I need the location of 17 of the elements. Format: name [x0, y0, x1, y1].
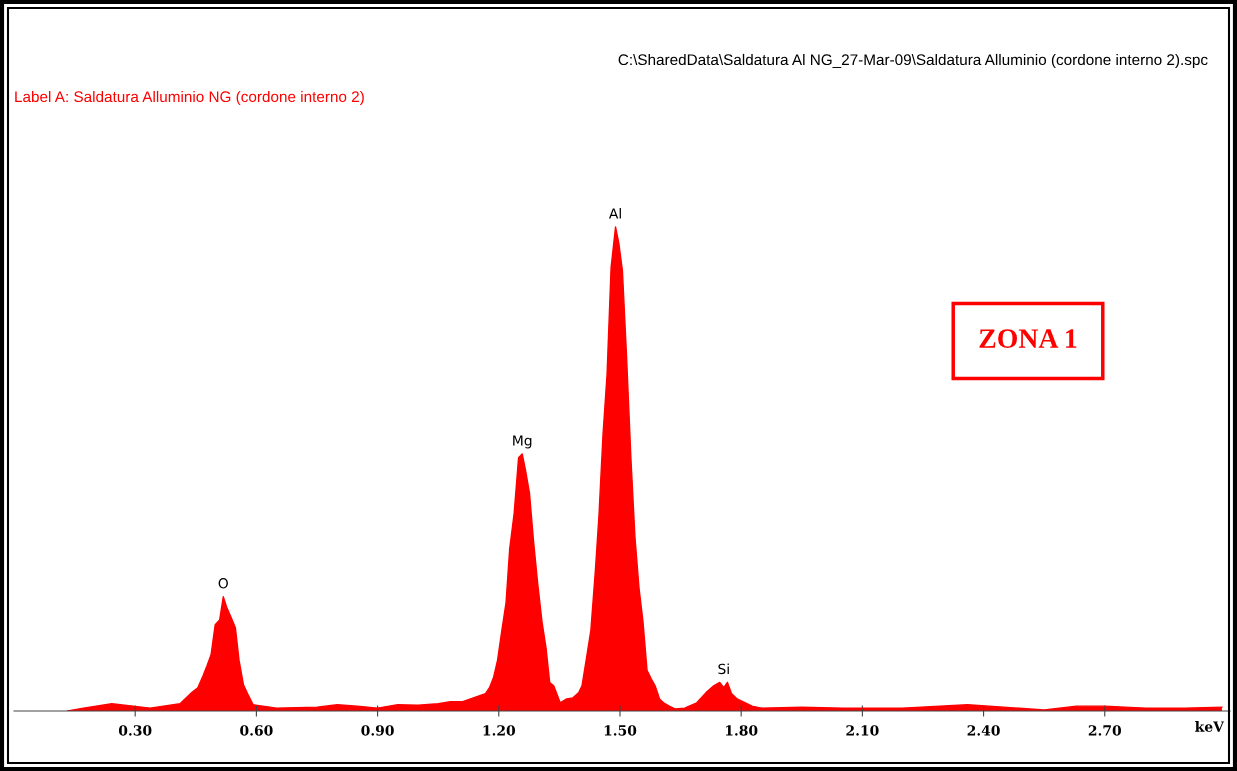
- annotation: Mg: [513, 435, 532, 449]
- x-tick-label: 1.20: [483, 725, 516, 736]
- annotation: Al: [608, 207, 621, 219]
- x-tick-label: 2.70: [1088, 725, 1122, 736]
- x-tick-label: 1.50: [604, 725, 637, 736]
- x-tick-label: 0.60: [240, 725, 273, 736]
- x-tick-label: 2.40: [967, 725, 1000, 736]
- x-tick-label: 2.10: [846, 725, 879, 736]
- x-tick-label: 0.30: [118, 725, 152, 736]
- chart-title: Label A: Saldatura Alluminio NG (cordone interno 2): [15, 90, 364, 106]
- annotation: O: [218, 578, 228, 589]
- x-axis-title: keV: [1195, 721, 1225, 732]
- chart-subtitle: C:\SharedData\Saldatura Al NG_27-Mar-09\Saldatura Alluminio (cordone interno 2).spc: [618, 53, 1208, 69]
- x-tick-label: 0.90: [361, 725, 394, 736]
- annotation: Si: [718, 663, 729, 675]
- x-tick-label: 1.80: [725, 725, 758, 736]
- annotation: ZONA 1: [979, 329, 1077, 348]
